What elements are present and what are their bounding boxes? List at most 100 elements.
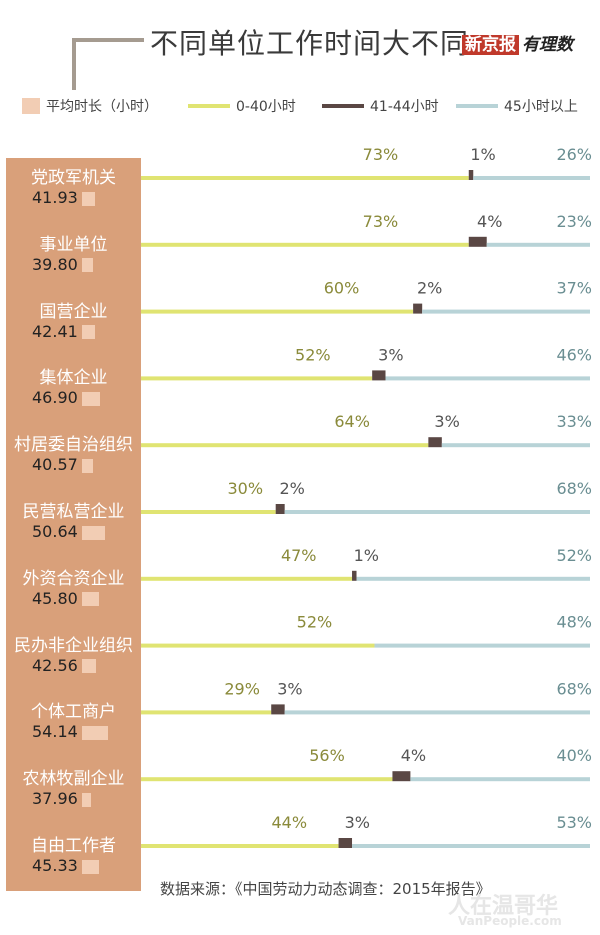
avg-hours-bar <box>81 258 93 273</box>
label-s2-8: 3% <box>277 679 302 698</box>
bar-s3-0 <box>473 176 590 180</box>
category-name: 村居委自治组织 <box>14 435 133 456</box>
bar-s3-7 <box>374 643 590 648</box>
avg-hours-bar <box>81 725 109 740</box>
avg-hours-value: 40.57 <box>32 455 78 475</box>
bar-s1-7 <box>141 643 375 648</box>
bar-s2-2 <box>413 303 423 314</box>
bar-s3-10 <box>352 844 590 848</box>
bar-s1-1 <box>141 242 469 247</box>
bar-s2-3 <box>372 370 386 381</box>
avg-hours: 42.41 <box>6 322 141 342</box>
chart-title: 不同单位工作时间大不同 <box>150 27 470 60</box>
avg-hours-value: 46.90 <box>32 388 78 408</box>
category-item: 国营企业 42.41 <box>6 302 141 342</box>
label-s1-1: 73% <box>363 212 399 231</box>
avg-hours: 41.93 <box>6 188 141 208</box>
watermark: 人在温哥华 <box>448 894 559 919</box>
label-s1-10: 44% <box>272 813 308 832</box>
avg-hours-value: 45.80 <box>32 588 78 608</box>
label-s3-7: 48% <box>556 613 592 632</box>
label-s2-4: 3% <box>434 412 459 431</box>
label-s3-6: 52% <box>556 546 592 565</box>
bar-s2-1 <box>468 236 487 247</box>
bar-s2-10 <box>338 838 353 848</box>
label-s3-3: 46% <box>556 345 592 364</box>
bar-s1-3 <box>141 376 373 381</box>
category-name: 外资合资企业 <box>22 568 125 589</box>
bar-s1-10 <box>141 844 339 848</box>
label-s2-3: 3% <box>378 345 403 364</box>
bar-s3-9 <box>410 777 590 782</box>
legend-avg: 平均时长（小时） <box>22 96 158 116</box>
avg-hours: 54.14 <box>6 722 141 742</box>
legend-s3-label: 45小时以上 <box>504 99 578 115</box>
legend-s2-label: 41-44小时 <box>370 99 439 115</box>
legend-s3-swatch <box>456 104 498 108</box>
avg-hours-value: 54.14 <box>32 722 78 742</box>
bar-s3-4 <box>441 443 590 448</box>
avg-hours-value: 42.41 <box>32 321 78 341</box>
bar-s3-2 <box>422 309 590 314</box>
avg-hours: 50.64 <box>6 522 141 542</box>
avg-hours-bar <box>81 859 99 874</box>
label-s2-5: 2% <box>279 479 304 498</box>
avg-hours-bar <box>81 458 94 473</box>
category-item: 个体工商户 54.14 <box>6 702 141 742</box>
category-item: 农林牧副企业 37.96 <box>6 769 141 809</box>
bar-s1-8 <box>141 710 272 715</box>
bar-s2-4 <box>428 437 442 448</box>
label-s3-1: 23% <box>556 212 592 231</box>
legend-s2: 41-44小时 <box>322 96 439 116</box>
avg-hours: 45.33 <box>6 856 141 876</box>
label-s3-0: 26% <box>556 145 592 164</box>
category-name: 党政军机关 <box>31 168 116 188</box>
avg-hours: 39.80 <box>6 255 141 275</box>
legend-s3: 45小时以上 <box>456 96 578 116</box>
bar-s1-5 <box>141 510 276 514</box>
avg-hours-value: 37.96 <box>32 789 78 809</box>
category-name: 自由工作者 <box>31 836 116 856</box>
avg-hours: 45.80 <box>6 589 141 609</box>
avg-hours-bar <box>81 792 91 807</box>
avg-hours-bar <box>81 525 105 540</box>
data-source: 数据来源：《中国劳动力动态调查：2015年报告》 <box>160 880 491 898</box>
label-s2-0: 1% <box>470 145 495 164</box>
category-item: 集体企业 46.90 <box>6 368 141 408</box>
label-s3-10: 53% <box>556 813 592 832</box>
label-s2-1: 4% <box>477 212 502 231</box>
bar-s2-0 <box>468 170 474 180</box>
avg-hours-bar <box>81 191 95 206</box>
category-name: 事业单位 <box>39 234 108 255</box>
label-s3-2: 37% <box>556 279 592 298</box>
brand-sub: 有理数 <box>522 35 573 55</box>
bar-s1-9 <box>141 777 393 782</box>
category-item: 民办非企业组织 42.56 <box>6 636 141 676</box>
legend-s1-label: 0-40小时 <box>236 99 296 115</box>
legend-s1: 0-40小时 <box>188 96 296 116</box>
category-name: 民办非企业组织 <box>14 635 133 656</box>
title-frame-vline <box>72 38 76 90</box>
category-name: 农林牧副企业 <box>22 769 125 790</box>
avg-hours-value: 45.33 <box>32 856 78 875</box>
category-item: 民营私营企业 50.64 <box>6 502 141 542</box>
bar-s1-2 <box>141 309 414 314</box>
label-s3-5: 68% <box>556 479 592 498</box>
category-name: 个体工商户 <box>31 702 116 723</box>
label-s2-6: 1% <box>354 546 379 565</box>
category-item: 党政军机关 41.93 <box>6 168 141 208</box>
bar-s2-8 <box>271 704 285 715</box>
bar-s3-5 <box>284 510 590 514</box>
bar-s1-0 <box>141 176 469 180</box>
avg-hours-value: 42.56 <box>32 655 78 675</box>
category-name: 国营企业 <box>39 301 108 322</box>
avg-hours-bar <box>81 659 96 674</box>
label-s1-7: 52% <box>297 613 333 632</box>
label-s1-4: 64% <box>334 412 370 431</box>
avg-hours-value: 39.80 <box>32 254 78 274</box>
avg-hours: 46.90 <box>6 388 141 408</box>
legend-s1-swatch <box>188 104 230 108</box>
label-s2-2: 2% <box>417 279 442 298</box>
label-s2-10: 3% <box>345 813 370 832</box>
